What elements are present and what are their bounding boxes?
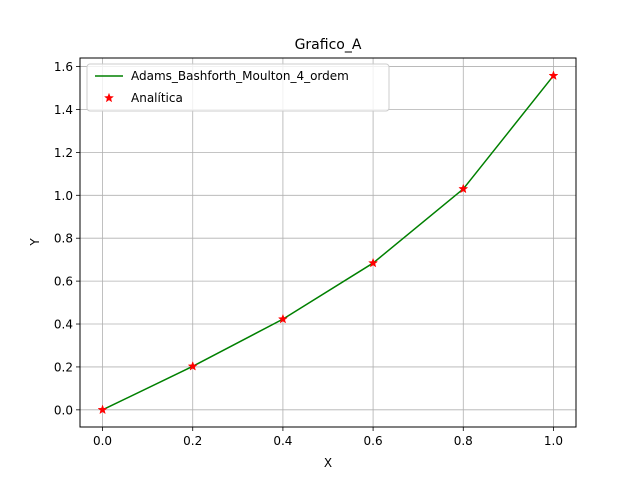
y-tick-label: 1.6 — [54, 60, 73, 74]
x-axis-label: X — [324, 456, 332, 470]
legend-star-swatch — [103, 92, 115, 103]
x-tick-label: 0.8 — [454, 434, 473, 448]
x-tick-label: 0.0 — [93, 434, 112, 448]
data-point-star — [187, 361, 198, 371]
data-point-star — [97, 404, 108, 415]
data-point-star — [368, 257, 379, 268]
legend: Adams_Bashforth_Moulton_4_ordem Analític… — [86, 63, 390, 112]
y-tick-label: 0.6 — [54, 275, 73, 289]
x-tick-label: 0.6 — [364, 434, 383, 448]
legend-box — [86, 63, 390, 112]
y-tick-label: 1.0 — [54, 189, 73, 203]
legend-entry-label: Analítica — [131, 91, 183, 105]
plot-area — [80, 58, 576, 427]
y-tick-label: 0.0 — [54, 403, 73, 417]
series-layer — [97, 70, 559, 415]
y-tick-label: 0.2 — [54, 360, 73, 374]
y-tick-label: 0.4 — [54, 318, 73, 332]
data-point-star — [548, 70, 559, 81]
legend-entry-label: Adams_Bashforth_Moulton_4_ordem — [131, 69, 349, 83]
data-point-star — [458, 183, 469, 194]
x-tick-label: 0.4 — [273, 434, 292, 448]
y-axis-label: Y — [28, 238, 42, 247]
data-point-star — [277, 313, 288, 324]
y-tick-label: 0.8 — [54, 232, 73, 246]
x-tick-label: 0.2 — [183, 434, 202, 448]
x-tick-label: 1.0 — [544, 434, 563, 448]
plot-frame — [79, 57, 577, 428]
y-tick-label: 1.4 — [54, 103, 73, 117]
x-axis: 0.0 0.2 0.4 0.6 0.8 1.0 — [93, 427, 563, 448]
y-axis: 0.0 0.2 0.4 0.6 0.8 1.0 1.2 1.4 1.6 — [54, 60, 80, 417]
y-tick-label: 1.2 — [54, 146, 73, 160]
chart-title: Grafico_A — [295, 37, 362, 53]
series-line — [102, 75, 555, 411]
